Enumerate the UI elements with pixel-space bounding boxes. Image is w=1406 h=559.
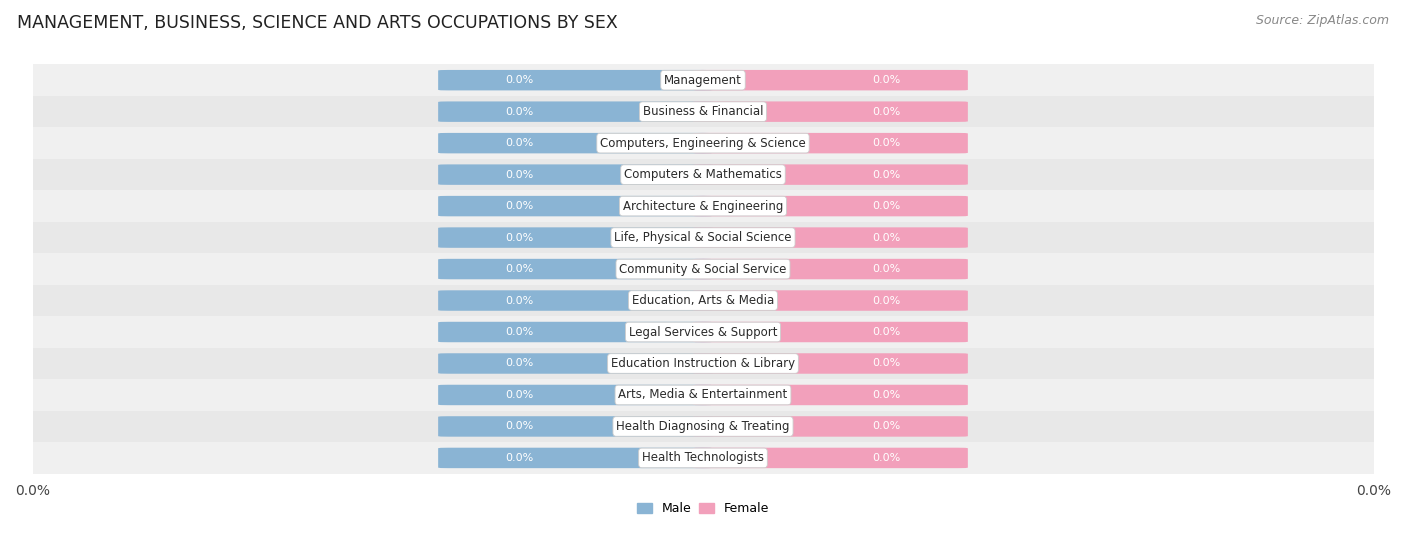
FancyBboxPatch shape <box>439 448 713 468</box>
Bar <box>32 285 1374 316</box>
FancyBboxPatch shape <box>439 290 713 311</box>
FancyBboxPatch shape <box>439 196 713 216</box>
Text: 0.0%: 0.0% <box>872 296 901 306</box>
Bar <box>32 316 1374 348</box>
Text: Source: ZipAtlas.com: Source: ZipAtlas.com <box>1256 14 1389 27</box>
Bar <box>32 442 1374 473</box>
Bar <box>32 379 1374 411</box>
FancyBboxPatch shape <box>693 196 967 216</box>
Text: 0.0%: 0.0% <box>872 107 901 117</box>
FancyBboxPatch shape <box>439 101 713 122</box>
FancyBboxPatch shape <box>693 385 967 405</box>
Bar <box>32 159 1374 191</box>
Text: 0.0%: 0.0% <box>872 169 901 179</box>
FancyBboxPatch shape <box>439 385 713 405</box>
Text: Arts, Media & Entertainment: Arts, Media & Entertainment <box>619 389 787 401</box>
Text: 0.0%: 0.0% <box>872 421 901 432</box>
Text: 0.0%: 0.0% <box>505 75 534 85</box>
FancyBboxPatch shape <box>439 259 713 280</box>
FancyBboxPatch shape <box>693 164 967 185</box>
Bar <box>32 96 1374 127</box>
Text: Education, Arts & Media: Education, Arts & Media <box>631 294 775 307</box>
FancyBboxPatch shape <box>693 416 967 437</box>
Text: 0.0%: 0.0% <box>505 264 534 274</box>
Text: 0.0%: 0.0% <box>872 358 901 368</box>
Text: 0.0%: 0.0% <box>505 327 534 337</box>
Bar <box>32 64 1374 96</box>
FancyBboxPatch shape <box>693 259 967 280</box>
Text: 0.0%: 0.0% <box>872 233 901 243</box>
Text: Community & Social Service: Community & Social Service <box>619 263 787 276</box>
Text: 0.0%: 0.0% <box>505 296 534 306</box>
Text: 0.0%: 0.0% <box>872 264 901 274</box>
FancyBboxPatch shape <box>439 322 713 342</box>
Text: 0.0%: 0.0% <box>505 421 534 432</box>
FancyBboxPatch shape <box>693 101 967 122</box>
Bar <box>32 222 1374 253</box>
Text: 0.0%: 0.0% <box>872 453 901 463</box>
FancyBboxPatch shape <box>439 70 713 91</box>
FancyBboxPatch shape <box>439 133 713 153</box>
Text: 0.0%: 0.0% <box>872 138 901 148</box>
FancyBboxPatch shape <box>693 448 967 468</box>
Text: 0.0%: 0.0% <box>505 201 534 211</box>
Text: Computers & Mathematics: Computers & Mathematics <box>624 168 782 181</box>
FancyBboxPatch shape <box>439 164 713 185</box>
Text: 0.0%: 0.0% <box>505 233 534 243</box>
FancyBboxPatch shape <box>439 416 713 437</box>
Text: 0.0%: 0.0% <box>505 390 534 400</box>
Text: Health Technologists: Health Technologists <box>643 452 763 465</box>
Text: Life, Physical & Social Science: Life, Physical & Social Science <box>614 231 792 244</box>
Bar <box>32 127 1374 159</box>
Bar <box>32 348 1374 379</box>
FancyBboxPatch shape <box>693 70 967 91</box>
Text: Education Instruction & Library: Education Instruction & Library <box>612 357 794 370</box>
FancyBboxPatch shape <box>693 290 967 311</box>
Text: 0.0%: 0.0% <box>872 75 901 85</box>
Text: 0.0%: 0.0% <box>872 327 901 337</box>
Text: Architecture & Engineering: Architecture & Engineering <box>623 200 783 212</box>
Text: 0.0%: 0.0% <box>872 201 901 211</box>
Text: Management: Management <box>664 74 742 87</box>
Bar <box>32 191 1374 222</box>
Bar <box>32 253 1374 285</box>
FancyBboxPatch shape <box>439 228 713 248</box>
FancyBboxPatch shape <box>439 353 713 374</box>
Text: Business & Financial: Business & Financial <box>643 105 763 118</box>
Legend: Male, Female: Male, Female <box>631 498 775 520</box>
Bar <box>32 411 1374 442</box>
Text: MANAGEMENT, BUSINESS, SCIENCE AND ARTS OCCUPATIONS BY SEX: MANAGEMENT, BUSINESS, SCIENCE AND ARTS O… <box>17 14 617 32</box>
Text: 0.0%: 0.0% <box>505 453 534 463</box>
Text: 0.0%: 0.0% <box>505 169 534 179</box>
FancyBboxPatch shape <box>693 322 967 342</box>
Text: Legal Services & Support: Legal Services & Support <box>628 325 778 339</box>
Text: 0.0%: 0.0% <box>872 390 901 400</box>
Text: 0.0%: 0.0% <box>505 138 534 148</box>
FancyBboxPatch shape <box>693 353 967 374</box>
Text: Health Diagnosing & Treating: Health Diagnosing & Treating <box>616 420 790 433</box>
Text: 0.0%: 0.0% <box>505 107 534 117</box>
Text: 0.0%: 0.0% <box>505 358 534 368</box>
FancyBboxPatch shape <box>693 228 967 248</box>
FancyBboxPatch shape <box>693 133 967 153</box>
Text: Computers, Engineering & Science: Computers, Engineering & Science <box>600 136 806 150</box>
